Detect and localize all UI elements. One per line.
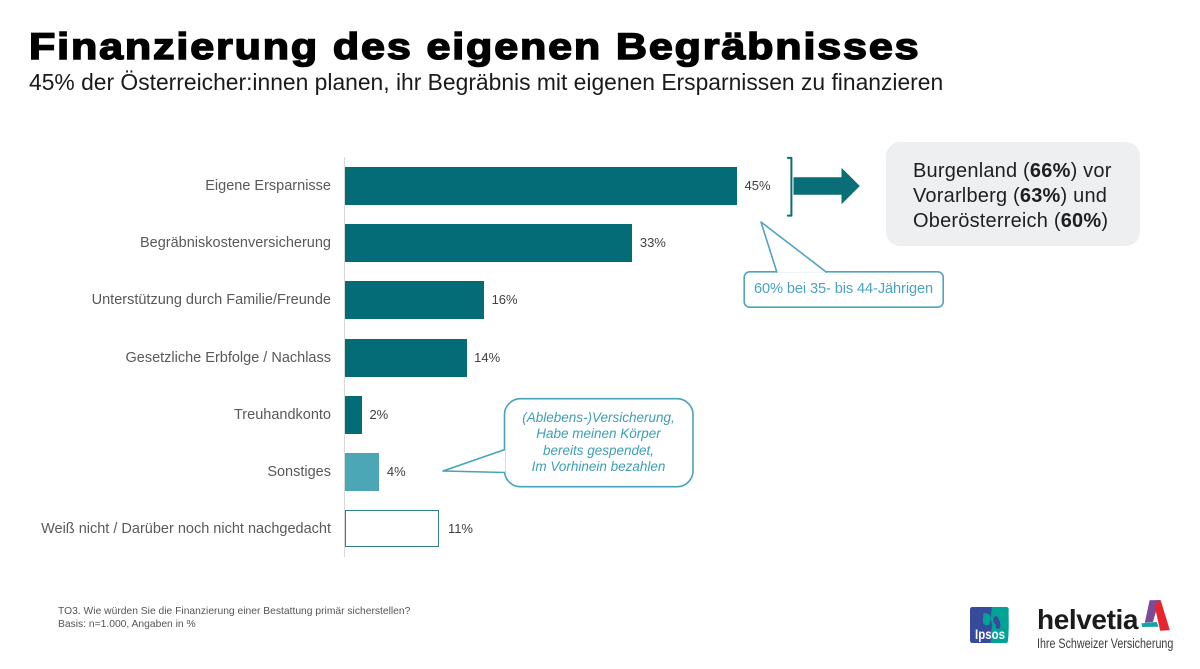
value-label: 14%	[474, 349, 501, 365]
category-label: Weiß nicht / Darüber noch nicht nachgeda…	[41, 521, 331, 538]
category-label: Gesetzliche Erbfolge / Nachlass	[125, 349, 331, 366]
footnote: TO3. Wie würden Sie die Finanzierung ein…	[58, 605, 410, 632]
ipsos-logo-profile-blue	[993, 615, 1001, 629]
ipsos-logo: Ipsos	[970, 607, 1009, 643]
helvetia-mark-red	[1154, 600, 1170, 631]
helvetia-tagline: Ihre Schweizer Versicherung	[1037, 634, 1174, 651]
other-callout-text: (Ablebens-)Versicherung, Habe meinen Kör…	[504, 410, 693, 476]
value-label: 4%	[386, 464, 406, 479]
age-callout-bubble	[743, 221, 944, 309]
footnote-line-2: Basis: n=1.000, Angaben in %	[58, 619, 196, 631]
bracket-shape	[786, 156, 793, 217]
bar	[344, 167, 738, 205]
ipsos-wordmark: Ipsos	[975, 626, 1005, 642]
bracket-and-arrow	[786, 156, 860, 217]
category-label: Eigene Ersparnisse	[205, 178, 331, 194]
footnote-line-1: TO3. Wie würden Sie die Finanzierung ein…	[58, 606, 411, 617]
category-label: Begräbniskostenversicherung	[139, 235, 331, 252]
bar	[344, 510, 440, 548]
value-label: 11%	[447, 521, 473, 537]
value-label: 33%	[639, 235, 666, 251]
ipsos-logo-profile-teal	[982, 613, 991, 626]
bar	[344, 395, 362, 434]
arrow-right-icon	[793, 167, 860, 205]
region-line-2: Vorarlberg (63%) und	[913, 184, 1108, 207]
value-label: 2%	[369, 406, 389, 422]
helvetia-mark	[1141, 600, 1170, 631]
bar	[344, 338, 467, 377]
category-label: Treuhandkonto	[233, 406, 331, 423]
other-callout-line-3: bereits gespendet,	[542, 442, 655, 458]
bar	[344, 224, 633, 263]
bar	[344, 453, 380, 491]
category-label: Unterstützung durch Familie/Freunde	[91, 292, 331, 309]
region-line-1: Burgenland (66%) vor	[913, 159, 1112, 182]
region-line-3: Oberösterreich (60%)	[913, 209, 1109, 232]
other-callout-line-1: (Ablebens-)Versicherung,	[522, 409, 675, 425]
category-label: Sonstiges	[267, 464, 331, 480]
other-callout-line-4: Im Vorhinein bezahlen	[531, 459, 666, 474]
other-callout-bubble	[442, 397, 694, 488]
value-label: 45%	[744, 178, 771, 193]
helvetia-wordmark: helvetia	[1037, 603, 1139, 635]
other-callout-line-2: Habe meinen Körper	[536, 426, 661, 441]
helvetia-mark-teal	[1141, 621, 1159, 627]
region-callout-box: Burgenland (66%) vor Vorarlberg (63%) un…	[886, 142, 1140, 246]
value-label: 16%	[491, 292, 518, 308]
slide-title: Finanzierung des eigenen Begräbnisses	[28, 25, 921, 67]
bar	[344, 281, 485, 320]
slide-subtitle: 45% der Österreicher:innen planen, ihr B…	[29, 69, 944, 95]
age-callout-text: 60% bei 35- bis 44-Jährigen	[753, 280, 934, 297]
